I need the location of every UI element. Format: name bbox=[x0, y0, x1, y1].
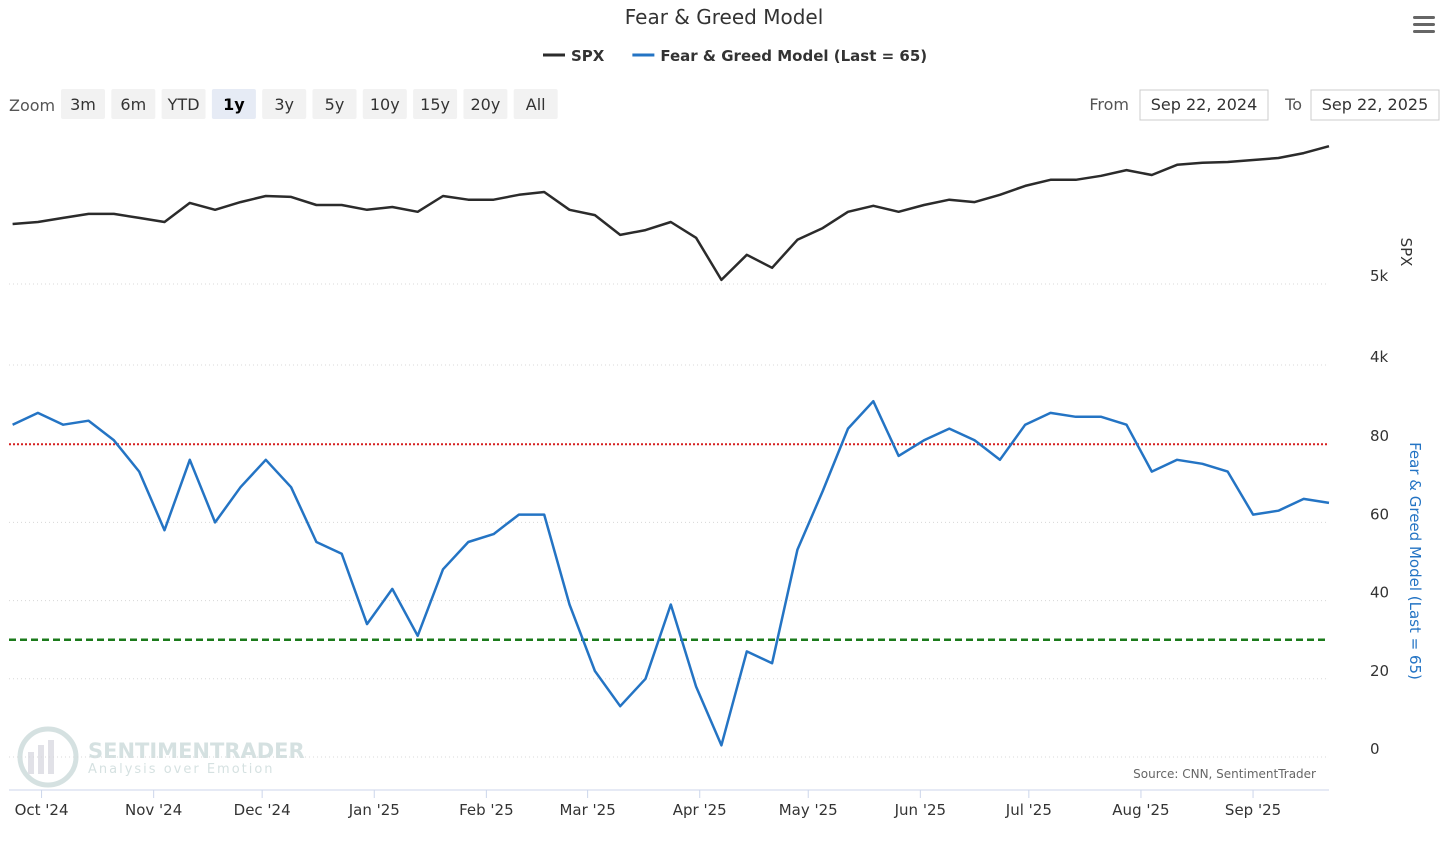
zoom-button[interactable] bbox=[61, 89, 105, 119]
legend-label: SPX bbox=[571, 47, 605, 65]
y-tick-label: 4k bbox=[1370, 348, 1389, 366]
y-tick-label: 60 bbox=[1370, 505, 1389, 523]
x-tick-label: May '25 bbox=[779, 801, 838, 819]
source: Source: CNN, SentimentTrader bbox=[1133, 767, 1316, 781]
zoom-button[interactable] bbox=[513, 89, 558, 119]
legend-label: Fear & Greed Model (Last = 65) bbox=[660, 47, 927, 65]
x-tick-label: Feb '25 bbox=[459, 801, 514, 819]
legend-item[interactable]: SPX bbox=[543, 47, 605, 65]
menu-bar bbox=[1413, 23, 1435, 26]
zoom-button[interactable] bbox=[312, 89, 357, 119]
zoom-button[interactable] bbox=[262, 89, 307, 119]
zoom-button-label: All bbox=[526, 95, 546, 114]
x-tick-label: Dec '24 bbox=[234, 801, 291, 819]
zoom-button-label: 3y bbox=[274, 95, 294, 114]
x-tick-label: Oct '24 bbox=[15, 801, 69, 819]
zoom-button[interactable] bbox=[362, 89, 407, 119]
zoom-button-label: 1y bbox=[223, 95, 245, 114]
chart-title: Fear & Greed Model bbox=[625, 5, 824, 29]
y-tick-label: 5k bbox=[1370, 267, 1389, 285]
watermark: SENTIMENTRADER Analysis over Emotion bbox=[17, 726, 305, 788]
watermark-logo bbox=[28, 752, 34, 774]
menu-icon[interactable] bbox=[1413, 16, 1435, 33]
x-tick-label: Aug '25 bbox=[1112, 801, 1169, 819]
legend-item[interactable]: Fear & Greed Model (Last = 65) bbox=[632, 47, 927, 65]
watermark-logo bbox=[38, 745, 44, 774]
y-tick-label: 40 bbox=[1370, 584, 1389, 602]
to-input[interactable] bbox=[1310, 89, 1440, 121]
zoom-button-label: 3m bbox=[70, 95, 96, 114]
watermark-tagline: Analysis over Emotion bbox=[88, 762, 275, 777]
x-tick-label: Sep '25 bbox=[1225, 801, 1281, 819]
y2-axis-title: Fear & Greed Model (Last = 65) bbox=[1406, 442, 1424, 680]
to-label: To bbox=[1284, 95, 1302, 114]
zoom-button-label: 6m bbox=[120, 95, 146, 114]
x-tick-label: Jun '25 bbox=[894, 801, 946, 819]
zoom-label: Zoom bbox=[9, 96, 55, 115]
watermark-logo bbox=[17, 726, 79, 788]
zoom-button[interactable] bbox=[161, 89, 206, 119]
x-tick-label: Jan '25 bbox=[348, 801, 400, 819]
menu-bar bbox=[1413, 30, 1435, 33]
series-line bbox=[12, 399, 1330, 747]
zoom-button-label: 15y bbox=[420, 95, 450, 114]
y-tick-label: 80 bbox=[1370, 427, 1389, 445]
zoom-button-label: 20y bbox=[470, 95, 500, 114]
x-tick-label: Nov '24 bbox=[125, 801, 182, 819]
zoom-button-label: 10y bbox=[370, 95, 400, 114]
from-input[interactable] bbox=[1139, 89, 1269, 121]
zoom-button[interactable] bbox=[463, 89, 508, 119]
to-date: Sep 22, 2025 bbox=[1322, 95, 1429, 114]
zoom-button[interactable] bbox=[413, 89, 458, 119]
zoom-button-label: 5y bbox=[325, 95, 345, 114]
x-tick-label: Jul '25 bbox=[1005, 801, 1052, 819]
series-line bbox=[12, 144, 1330, 282]
menu-bar bbox=[1413, 16, 1435, 19]
from-date: Sep 22, 2024 bbox=[1151, 95, 1258, 114]
y-axis-title: SPX bbox=[1397, 238, 1415, 267]
from-label: From bbox=[1089, 95, 1129, 114]
y-tick-label: 20 bbox=[1370, 662, 1389, 680]
watermark-logo bbox=[48, 740, 54, 774]
zoom-button[interactable] bbox=[111, 89, 156, 119]
y-tick-label: 0 bbox=[1370, 740, 1380, 758]
watermark-name: SENTIMENTRADER bbox=[88, 739, 305, 763]
zoom-button-label: YTD bbox=[167, 95, 200, 114]
zoom-button[interactable] bbox=[211, 89, 256, 119]
x-tick-label: Mar '25 bbox=[559, 801, 615, 819]
x-tick-label: Apr '25 bbox=[673, 801, 727, 819]
